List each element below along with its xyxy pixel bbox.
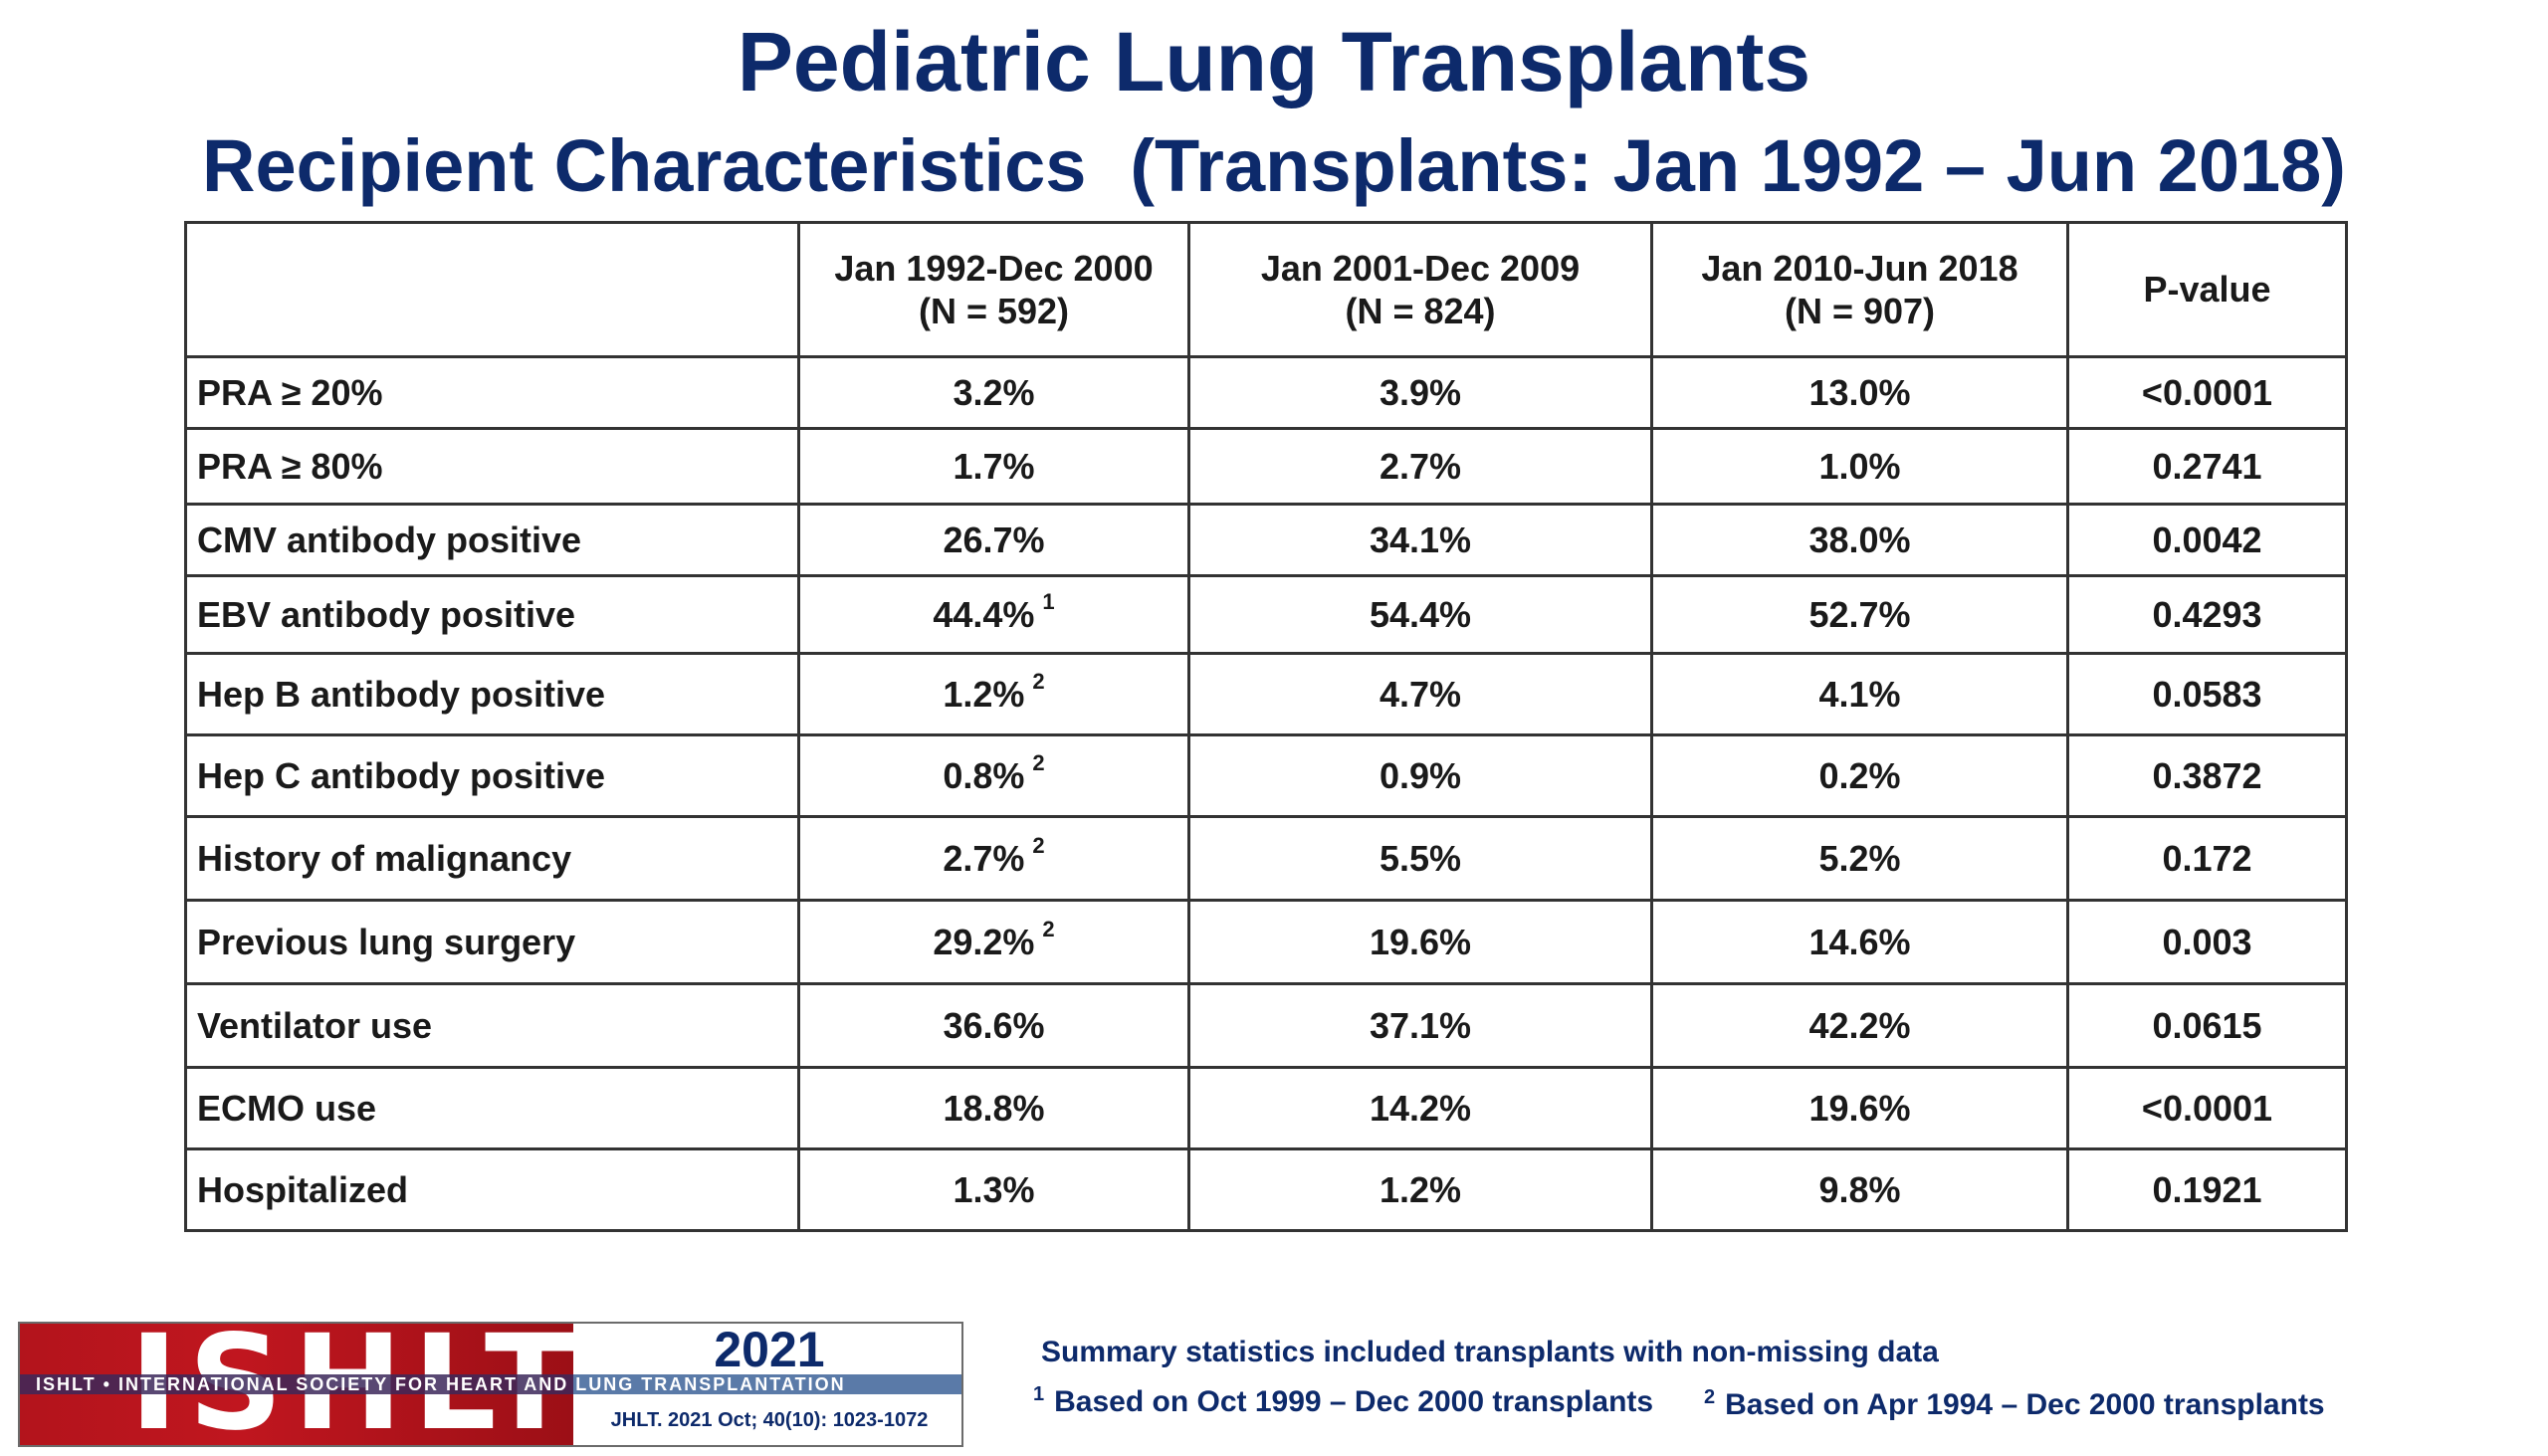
table-row: ECMO use 18.8% 14.2% 19.6% <0.0001 [184,1066,2348,1150]
cell-p-value: 0.4293 [2066,574,2348,655]
cell-era-2: 37.1% [1187,982,1653,1069]
cell-era-2: 3.9% [1187,355,1653,430]
footnote-1-text: Based on Oct 1999 – Dec 2000 transplants [1054,1385,1654,1418]
cell-era-2: 5.5% [1187,815,1653,902]
cell-era-3: 0.2% [1650,733,2069,818]
cell-era-3: 13.0% [1650,355,2069,430]
row-label: PRA ≥ 20% [184,355,800,430]
cell-era-3: 9.8% [1650,1147,2069,1232]
cell-era-1: 29.2% 2 [797,899,1190,985]
cell-p-value: <0.0001 [2066,355,2348,430]
cell-p-value: 0.0583 [2066,652,2348,736]
cell-era-3: 14.6% [1650,899,2069,985]
cell-era-1: 26.7% [797,503,1190,577]
cell-era-3: 1.0% [1650,427,2069,506]
cell-era-1: 18.8% [797,1066,1190,1150]
logo-band-text: ISHLT • INTERNATIONAL SOCIETY FOR HEART … [36,1374,846,1394]
table-row: EBV antibody positive 44.4% 1 54.4% 52.7% 0.4… [184,574,2348,655]
table-row: Hep B antibody positive 1.2% 2 4.7% 4.1% 0.05… [184,652,2348,736]
table-header-row: Jan 1992-Dec 2000 (N = 592) Jan 2001-Dec… [184,221,2348,358]
cell-era-2: 19.6% [1187,899,1653,985]
page-title: Pediatric Lung Transplants [737,15,1811,108]
row-label: Hep B antibody positive [184,652,800,736]
row-label: Previous lung surgery [184,899,800,985]
header-cell-empty [184,221,800,358]
footnote-marker: 2 [1032,749,1045,775]
cell-era-2: 4.7% [1187,652,1653,736]
table-row: History of malignancy 2.7% 2 5.5% 5.2% 0.172 [184,815,2348,902]
header-cell-p-value: P-value [2066,221,2348,358]
cell-era-3: 19.6% [1650,1066,2069,1150]
table-row: PRA ≥ 80% 1.7% 2.7% 1.0% 0.2741 [184,427,2348,506]
footnote-1-marker: 1 [1033,1383,1045,1405]
cell-era-2: 0.9% [1187,733,1653,818]
footnote-summary: Summary statistics included transplants … [1041,1336,1939,1368]
row-label: EBV antibody positive [184,574,800,655]
cell-era-1: 36.6% [797,982,1190,1069]
cell-era-1: 1.7% [797,427,1190,506]
cell-era-1: 1.3% [797,1147,1190,1232]
footnote-2-text: Based on Apr 1994 – Dec 2000 transplants [1725,1388,2325,1421]
row-label: Hep C antibody positive [184,733,800,818]
table-row: Hospitalized 1.3% 1.2% 9.8% 0.1921 [184,1147,2348,1232]
row-label: ECMO use [184,1066,800,1150]
footnote-marker: 2 [1042,916,1055,941]
table-row: PRA ≥ 20% 3.2% 3.9% 13.0% <0.0001 [184,355,2348,430]
cell-p-value: 0.1921 [2066,1147,2348,1232]
cell-era-2: 1.2% [1187,1147,1653,1232]
footnote-2-marker: 2 [1704,1386,1716,1408]
cell-era-2: 34.1% [1187,503,1653,577]
cell-p-value: 0.172 [2066,815,2348,902]
cell-era-1: 3.2% [797,355,1190,430]
table-row: Hep C antibody positive 0.8% 2 0.9% 0.2% 0.38… [184,733,2348,818]
row-label: PRA ≥ 80% [184,427,800,506]
table-row: CMV antibody positive 26.7% 34.1% 38.0% 0.00… [184,503,2348,577]
footnote-2: 2 Based on Apr 1994 – Dec 2000 transplant… [1704,1386,2325,1422]
cell-p-value: 0.003 [2066,899,2348,985]
row-label: Hospitalized [184,1147,800,1232]
table-row: Previous lung surgery 29.2% 2 19.6% 14.6% 0.0… [184,899,2348,985]
cell-era-1: 0.8% 2 [797,733,1190,818]
cell-p-value: <0.0001 [2066,1066,2348,1150]
subtitle-right: (Transplants: Jan 1992 – Jun 2018) [1130,124,2346,207]
table-row: Ventilator use 36.6% 37.1% 42.2% 0.0615 [184,982,2348,1069]
cell-era-2: 54.4% [1187,574,1653,655]
subtitle-left: Recipient Characteristics [202,124,1087,207]
footnote-marker: 2 [1032,832,1045,858]
cell-p-value: 0.0042 [2066,503,2348,577]
header-cell-era-3: Jan 2010-Jun 2018 (N = 907) [1650,221,2069,358]
logo-year: 2021 [714,1322,825,1377]
row-label: CMV antibody positive [184,503,800,577]
footnote-1: 1 Based on Oct 1999 – Dec 2000 transplant… [1033,1383,1653,1419]
cell-era-3: 38.0% [1650,503,2069,577]
cell-era-2: 2.7% [1187,427,1653,506]
page-subtitle: Recipient Characteristics (Transplants: J… [0,123,2548,208]
cell-era-1: 2.7% 2 [797,815,1190,902]
recipient-characteristics-table: Jan 1992-Dec 2000 (N = 592) Jan 2001-Dec… [184,221,2348,1232]
cell-era-2: 14.2% [1187,1066,1653,1150]
logo-citation: JHLT. 2021 Oct; 40(10): 1023-1072 [610,1409,929,1431]
cell-era-3: 4.1% [1650,652,2069,736]
header-cell-era-2: Jan 2001-Dec 2009 (N = 824) [1187,221,1653,358]
cell-p-value: 0.0615 [2066,982,2348,1069]
row-label: History of malignancy [184,815,800,902]
cell-p-value: 0.2741 [2066,427,2348,506]
footnote-marker: 1 [1042,588,1055,614]
cell-era-3: 42.2% [1650,982,2069,1069]
header-cell-era-1: Jan 1992-Dec 2000 (N = 592) [797,221,1190,358]
cell-era-3: 52.7% [1650,574,2069,655]
row-label: Ventilator use [184,982,800,1069]
cell-era-3: 5.2% [1650,815,2069,902]
footnote-marker: 2 [1032,668,1045,694]
cell-p-value: 0.3872 [2066,733,2348,818]
ishlt-logo: ISHLT ISHLT • INTERNATIONAL SOCIETY FOR … [18,1322,963,1447]
cell-era-1: 44.4% 1 [797,574,1190,655]
logo-band-right [573,1374,961,1394]
cell-era-1: 1.2% 2 [797,652,1190,736]
